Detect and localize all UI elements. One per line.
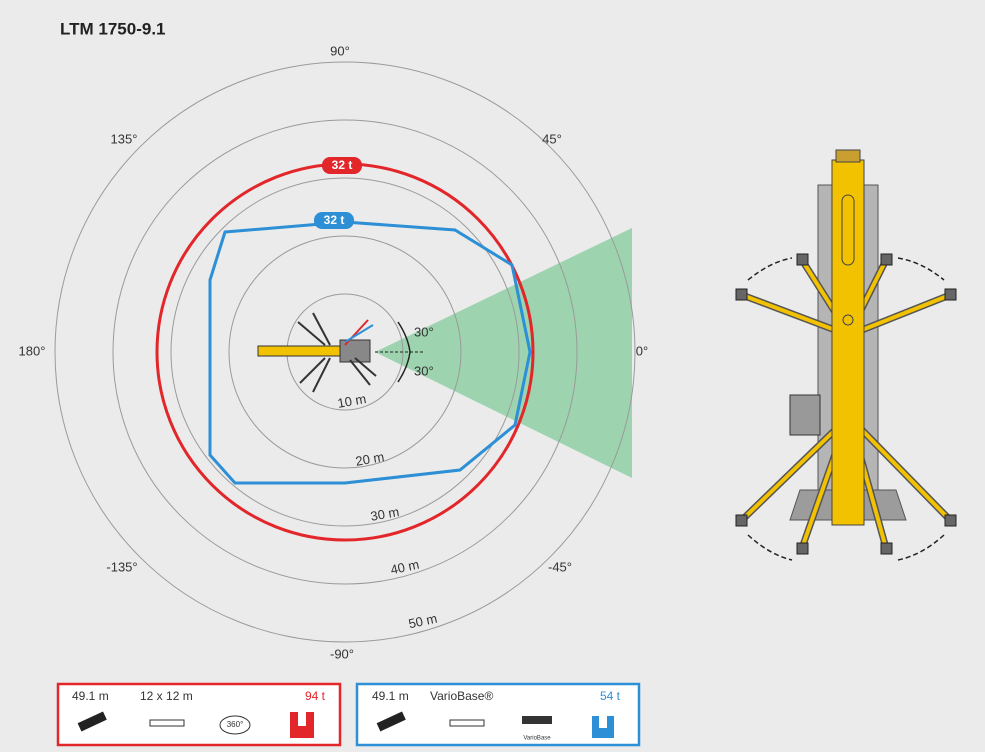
blue-contour-pill [314,212,354,229]
blue-contour-label: 32 t [324,213,345,227]
counterweight: 54 t [600,689,621,703]
ring [112,119,578,585]
title: LTM 1750-9.1 [60,19,166,38]
ring-label: 50 m [407,611,438,632]
support-base: VarioBase® [430,689,493,703]
red-contour-pill [322,157,362,174]
boom-icon [77,711,107,732]
outrigger-icon [149,719,185,727]
crane-top-view [257,312,377,393]
angle-label: 0° [636,343,648,358]
counterweight-icon [290,712,314,738]
angle-label: 45° [542,131,562,146]
ring-label: 10 m [336,391,367,411]
boom-length: 49.1 m [372,689,409,703]
crane-side-view [735,149,957,561]
slewing-label: 360° [227,720,244,729]
ring [170,177,520,527]
sector-angle-label: 30° [414,324,434,339]
angle-label: -90° [330,646,354,661]
variobase-icon-label: VarioBase [523,736,551,742]
blue-contour [208,220,532,485]
boom-icon [376,711,406,732]
angle-label: 90° [330,43,350,58]
angle-label: -45° [548,559,572,574]
counterweight: 94 t [305,689,326,703]
angle-label: 180° [19,343,46,358]
variobase-icon [522,716,552,724]
ring-label: 20 m [354,449,385,469]
support-base: 12 x 12 m [140,689,193,703]
ring [54,61,636,643]
angle-label: -135° [106,559,137,574]
slewing-icon [219,715,251,735]
outrigger-icon [449,719,485,727]
red-contour-label: 32 t [332,158,353,172]
ring-label: 40 m [389,557,420,578]
ring-label: 30 m [369,504,400,524]
angle-label: 135° [111,131,138,146]
ring [228,235,462,469]
sector-arc [397,321,411,383]
sector-angle-label: 30° [414,363,434,378]
counterweight-icon [592,716,614,738]
boom-length: 49.1 m [72,689,109,703]
